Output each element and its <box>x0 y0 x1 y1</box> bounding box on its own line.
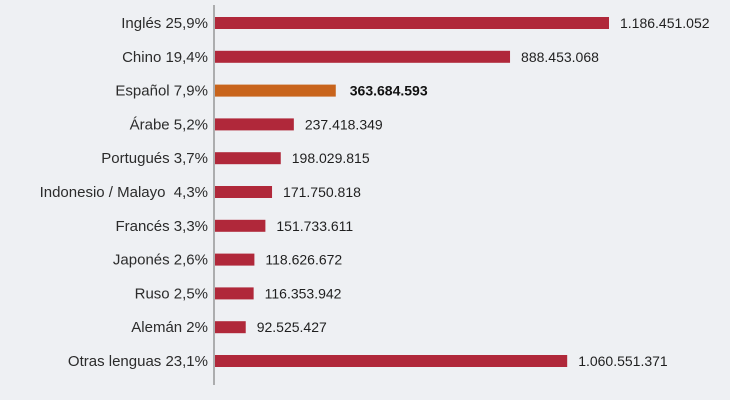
value-label: 363.684.593 <box>350 83 428 99</box>
bar <box>215 321 246 334</box>
value-label: 171.750.818 <box>283 184 361 200</box>
category-label: Chino 19,4% <box>122 49 208 66</box>
value-label: 888.453.068 <box>521 49 599 65</box>
category-label: Inglés 25,9% <box>121 15 208 32</box>
bar <box>215 253 255 266</box>
category-label: Indonesio / Malayo 4,3% <box>40 184 208 201</box>
category-label: Japonés 2,6% <box>113 252 208 269</box>
value-label: 151.733.611 <box>276 218 353 234</box>
category-label: Español 7,9% <box>115 83 208 100</box>
category-label: Alemán 2% <box>131 319 208 336</box>
value-label: 92.525.427 <box>257 319 327 335</box>
bar <box>215 152 281 165</box>
bar <box>215 118 294 131</box>
value-label: 198.029.815 <box>292 150 370 166</box>
value-label: 1.060.551.371 <box>578 353 668 369</box>
category-label: Ruso 2,5% <box>135 285 208 302</box>
bar <box>215 219 266 232</box>
value-label: 237.418.349 <box>305 116 383 132</box>
bar <box>215 355 568 367</box>
value-label: 1.186.451.052 <box>620 15 710 31</box>
bar <box>215 17 609 29</box>
bar-highlighted <box>215 84 336 97</box>
value-label: 116.353.942 <box>265 285 342 301</box>
category-label: Árabe 5,2% <box>130 116 208 133</box>
category-label: Francés 3,3% <box>115 218 208 235</box>
bar <box>215 50 511 63</box>
category-label: Otras lenguas 23,1% <box>68 353 208 370</box>
value-label: 118.626.672 <box>265 252 342 268</box>
category-label: Portugués 3,7% <box>101 150 208 167</box>
bar <box>215 287 254 300</box>
bar <box>215 186 273 198</box>
